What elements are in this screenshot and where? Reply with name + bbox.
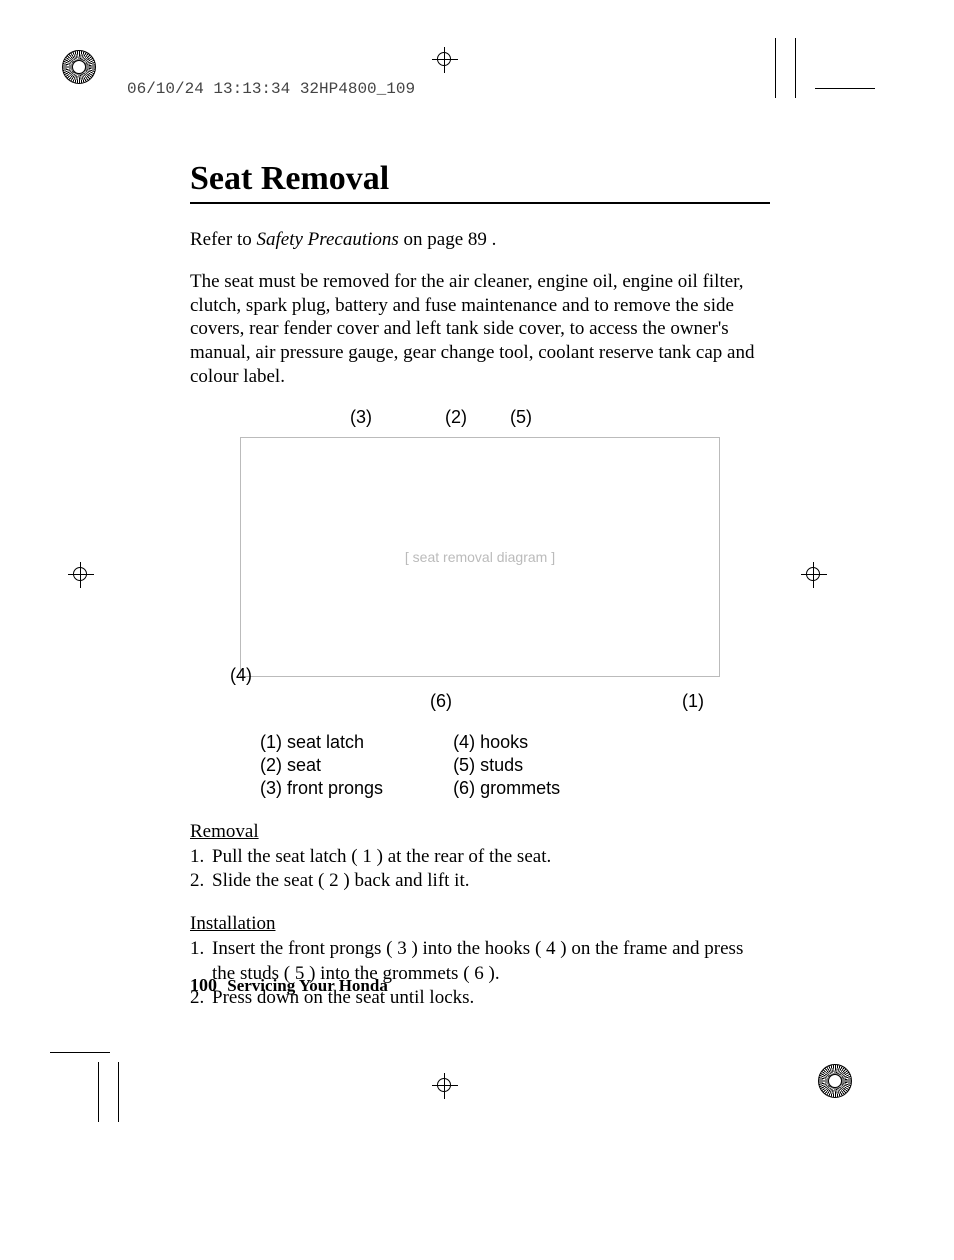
callout-5: (5) [510, 407, 532, 428]
removal-heading: Removal [190, 821, 770, 843]
refer-italic: Safety Precautions [256, 229, 398, 250]
legend-item: (1) seat latch [260, 731, 383, 754]
installation-heading: Installation [190, 913, 770, 935]
intro-paragraph: The seat must be removed for the air cle… [190, 270, 770, 389]
step-text: Pull the seat latch ( 1 ) at the rear of… [212, 845, 770, 869]
legend-item: (5) studs [453, 754, 560, 777]
callout-4: (4) [230, 665, 252, 686]
refer-line: Refer to Safety Precautions on page 89 . [190, 228, 770, 252]
seat-diagram: [ seat removal diagram ] (3) (2) (5) (4)… [220, 407, 740, 717]
refer-pre: Refer to [190, 229, 256, 250]
step-text: Slide the seat ( 2 ) back and lift it. [212, 869, 770, 893]
legend-item: (4) hooks [453, 731, 560, 754]
removal-step: 1.Pull the seat latch ( 1 ) at the rear … [190, 845, 770, 869]
callout-3: (3) [350, 407, 372, 428]
footer-text: Servicing Your Honda [227, 976, 388, 995]
legend: (1) seat latch (2) seat (3) front prongs… [260, 731, 770, 801]
step-number: 1. [190, 845, 212, 869]
removal-steps: 1.Pull the seat latch ( 1 ) at the rear … [190, 845, 770, 894]
legend-col-left: (1) seat latch (2) seat (3) front prongs [260, 731, 383, 801]
star-mark-top-left [62, 50, 96, 84]
legend-col-right: (4) hooks (5) studs (6) grommets [453, 731, 560, 801]
registration-mark-right [806, 567, 820, 581]
legend-item: (2) seat [260, 754, 383, 777]
legend-item: (6) grommets [453, 777, 560, 800]
page-footer: 100 Servicing Your Honda [190, 975, 388, 996]
diagram-placeholder: [ seat removal diagram ] [240, 437, 720, 677]
removal-step: 2.Slide the seat ( 2 ) back and lift it. [190, 869, 770, 893]
registration-mark-top [437, 52, 451, 66]
installation-steps: 1.Insert the front prongs ( 3 ) into the… [190, 937, 770, 1010]
star-mark-bottom-right [818, 1064, 852, 1098]
registration-mark-left [73, 567, 87, 581]
legend-item: (3) front prongs [260, 777, 383, 800]
page-content: Seat Removal Refer to Safety Precautions… [190, 160, 770, 1030]
callout-2: (2) [445, 407, 467, 428]
callout-1: (1) [682, 691, 704, 712]
page-number: 100 [190, 975, 217, 995]
page-title: Seat Removal [190, 160, 770, 204]
registration-mark-bottom [437, 1078, 451, 1092]
callout-6: (6) [430, 691, 452, 712]
step-number: 2. [190, 869, 212, 893]
header-timestamp: 06/10/24 13:13:34 32HP4800_109 [127, 80, 415, 98]
refer-post: on page 89 . [399, 229, 497, 250]
